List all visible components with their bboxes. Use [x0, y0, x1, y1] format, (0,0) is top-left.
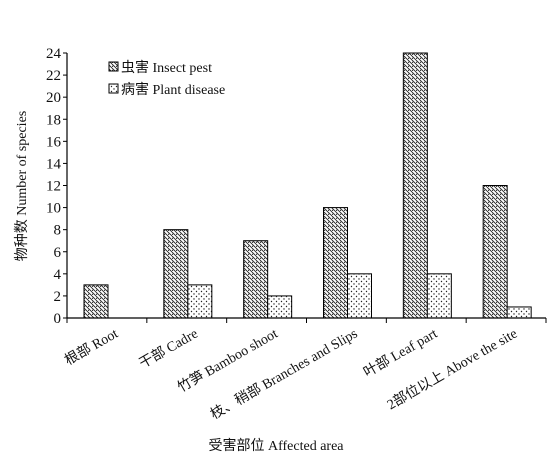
- bar-plant-disease-2: [267, 295, 293, 319]
- y-tick-label: 24: [46, 46, 62, 62]
- x-category-label: 叶部 Leaf part: [361, 326, 440, 381]
- y-tick-label: 22: [46, 68, 61, 84]
- y-tick-label: 8: [54, 223, 62, 239]
- legend-swatch-insect-pest: [108, 61, 119, 72]
- y-tick-label: 2: [54, 289, 62, 305]
- bar-insect-pest-3: [323, 207, 348, 319]
- bar-insect-pest-2: [243, 240, 269, 319]
- x-axis-title: 受害部位 Affected area: [208, 438, 344, 452]
- x-category-label: 2部位以上 Above the site: [384, 326, 520, 414]
- bar-insect-pest-4: [402, 52, 428, 319]
- legend-label-plant-disease: 病害 Plant disease: [121, 82, 225, 98]
- bar-plant-disease-4: [426, 273, 452, 319]
- bar-plant-disease-1: [187, 284, 213, 319]
- y-tick-label: 20: [46, 90, 61, 106]
- y-tick-label: 6: [54, 245, 62, 261]
- y-tick-label: 4: [54, 267, 62, 283]
- bar-plant-disease-5: [506, 306, 532, 319]
- bars-group: [83, 52, 532, 319]
- bar-insect-pest-1: [163, 229, 189, 319]
- legend: 虫害 Insect pest 病害 Plant disease: [108, 60, 225, 98]
- bar-insect-pest-5: [482, 185, 508, 319]
- x-category-label: 枝、稍部 Branches and Slips: [208, 326, 360, 423]
- y-tick-label: 18: [46, 112, 61, 128]
- y-tick-label: 12: [46, 179, 61, 195]
- y-tick-label: 16: [46, 134, 62, 150]
- x-category-label: 根部 Root: [62, 326, 121, 369]
- bar-insect-pest-0: [83, 284, 109, 319]
- legend-swatch-plant-disease: [108, 83, 119, 94]
- bar-plant-disease-3: [347, 273, 372, 319]
- x-category-label: 干部 Cadre: [137, 326, 201, 372]
- y-axis-title: 物种数 Number of species: [14, 111, 30, 261]
- y-tick-label: 10: [46, 201, 61, 217]
- y-tick-label: 0: [54, 311, 62, 327]
- legend-label-insect-pest: 虫害 Insect pest: [121, 60, 212, 76]
- y-tick-label: 14: [46, 156, 62, 172]
